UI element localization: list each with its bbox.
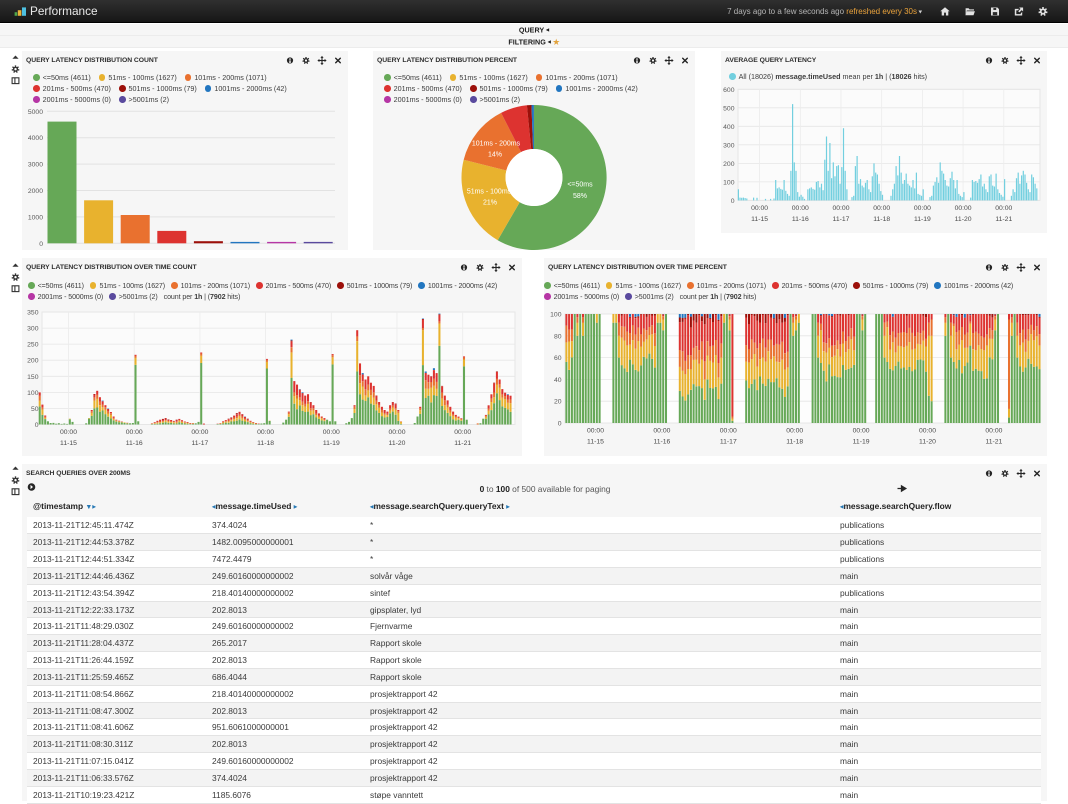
svg-text:11-15: 11-15 <box>60 440 77 447</box>
svg-text:200: 200 <box>27 358 39 365</box>
svg-text:11-18: 11-18 <box>257 440 274 447</box>
svg-text:11-20: 11-20 <box>389 440 406 447</box>
svg-text:80: 80 <box>554 333 562 340</box>
svg-text:1000: 1000 <box>28 214 43 221</box>
svg-text:00:00: 00:00 <box>786 428 803 435</box>
svg-text:00:00: 00:00 <box>454 429 471 436</box>
svg-text:4000: 4000 <box>28 135 43 142</box>
svg-text:11-17: 11-17 <box>833 216 850 223</box>
svg-text:60: 60 <box>554 355 562 362</box>
svg-text:00:00: 00:00 <box>995 205 1012 212</box>
svg-text:5000: 5000 <box>28 109 43 116</box>
svg-text:300: 300 <box>723 142 735 149</box>
svg-text:00:00: 00:00 <box>751 205 768 212</box>
svg-text:11-20: 11-20 <box>955 216 972 223</box>
svg-text:00:00: 00:00 <box>832 205 849 212</box>
svg-text:00:00: 00:00 <box>257 429 274 436</box>
svg-text:100: 100 <box>550 312 562 319</box>
svg-text:00:00: 00:00 <box>853 428 870 435</box>
svg-text:00:00: 00:00 <box>60 429 77 436</box>
svg-text:00:00: 00:00 <box>873 205 890 212</box>
svg-text:11-15: 11-15 <box>751 216 768 223</box>
svg-text:2000: 2000 <box>28 188 43 195</box>
svg-text:0: 0 <box>558 421 562 428</box>
svg-text:<=50ms: <=50ms <box>567 182 593 189</box>
svg-text:11-19: 11-19 <box>853 439 870 446</box>
svg-text:11-16: 11-16 <box>653 439 670 446</box>
svg-text:00:00: 00:00 <box>720 428 737 435</box>
svg-text:00:00: 00:00 <box>792 205 809 212</box>
svg-text:150: 150 <box>27 374 39 381</box>
svg-text:11-17: 11-17 <box>191 440 208 447</box>
svg-text:11-20: 11-20 <box>919 439 936 446</box>
svg-text:250: 250 <box>27 342 39 349</box>
svg-text:300: 300 <box>27 326 39 333</box>
svg-text:600: 600 <box>723 87 735 94</box>
svg-text:40: 40 <box>554 377 562 384</box>
svg-text:00:00: 00:00 <box>919 428 936 435</box>
svg-text:11-21: 11-21 <box>454 440 471 447</box>
svg-text:3000: 3000 <box>28 162 43 169</box>
svg-text:00:00: 00:00 <box>126 429 143 436</box>
svg-text:11-17: 11-17 <box>720 439 737 446</box>
svg-text:11-18: 11-18 <box>873 216 890 223</box>
svg-text:00:00: 00:00 <box>191 429 208 436</box>
svg-text:200: 200 <box>723 161 735 168</box>
svg-text:11-21: 11-21 <box>995 216 1012 223</box>
svg-text:100: 100 <box>27 390 39 397</box>
svg-text:58%: 58% <box>573 193 587 200</box>
svg-text:14%: 14% <box>488 152 502 159</box>
svg-text:101ms - 200ms: 101ms - 200ms <box>472 141 521 148</box>
svg-text:00:00: 00:00 <box>587 428 604 435</box>
svg-text:11-16: 11-16 <box>126 440 143 447</box>
svg-text:0: 0 <box>731 198 735 205</box>
svg-text:50: 50 <box>31 406 39 413</box>
svg-text:20: 20 <box>554 399 562 406</box>
svg-text:11-18: 11-18 <box>786 439 803 446</box>
svg-text:11-15: 11-15 <box>587 439 604 446</box>
svg-text:00:00: 00:00 <box>955 205 972 212</box>
svg-text:0: 0 <box>35 422 39 429</box>
svg-text:400: 400 <box>723 124 735 131</box>
svg-text:11-16: 11-16 <box>792 216 809 223</box>
svg-text:00:00: 00:00 <box>323 429 340 436</box>
svg-text:00:00: 00:00 <box>653 428 670 435</box>
svg-text:11-19: 11-19 <box>323 440 340 447</box>
svg-text:11-21: 11-21 <box>985 439 1002 446</box>
svg-text:00:00: 00:00 <box>985 428 1002 435</box>
svg-text:00:00: 00:00 <box>914 205 931 212</box>
svg-text:51ms - 100ms: 51ms - 100ms <box>467 189 512 196</box>
svg-text:11-19: 11-19 <box>914 216 931 223</box>
svg-text:500: 500 <box>723 105 735 112</box>
svg-text:100: 100 <box>723 179 735 186</box>
svg-text:0: 0 <box>39 241 43 248</box>
svg-text:00:00: 00:00 <box>388 429 405 436</box>
svg-text:21%: 21% <box>483 200 497 207</box>
svg-text:350: 350 <box>27 310 39 317</box>
